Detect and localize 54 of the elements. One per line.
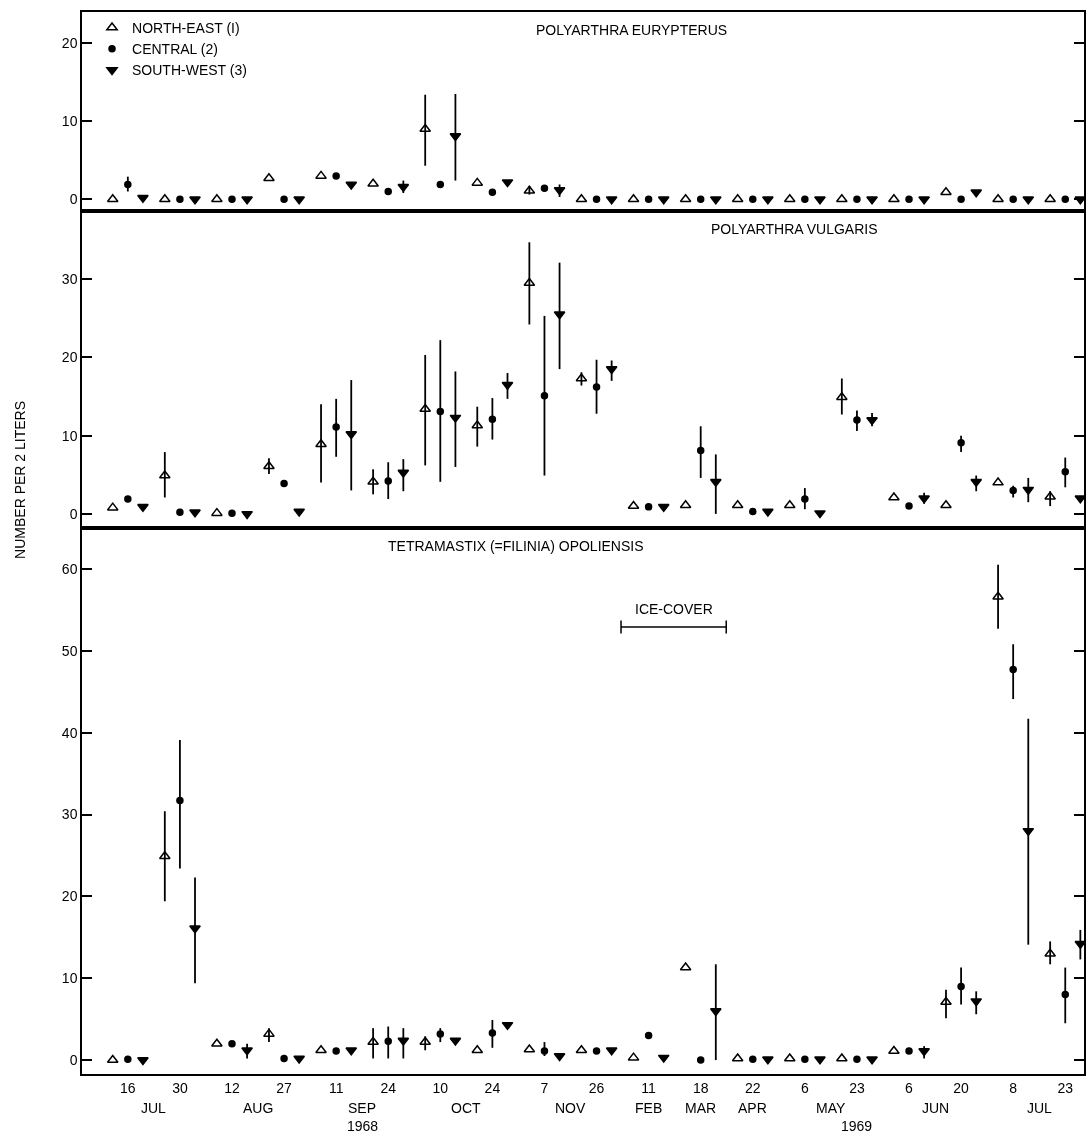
text: NOV: [555, 1100, 586, 1116]
x-tick-label: 6: [800, 1079, 809, 1096]
y-tick-label: 30: [61, 806, 78, 823]
y-tick-label: 10: [61, 427, 78, 444]
x-tick-label: 8: [1009, 1079, 1018, 1096]
text: OCT: [451, 1100, 481, 1116]
text: 1969: [841, 1118, 873, 1134]
text: MAR: [685, 1100, 717, 1116]
legend-label: SOUTH-WEST (3): [132, 62, 247, 79]
x-tick-label: 22: [744, 1079, 761, 1096]
text: FEB: [635, 1100, 663, 1116]
text: SEP: [348, 1100, 377, 1116]
y-tick-label: 60: [61, 560, 78, 577]
text: JUL: [141, 1100, 167, 1116]
x-tick-label: 20: [953, 1079, 970, 1096]
x-tick-label: 12: [224, 1079, 240, 1096]
y-tick-label: 10: [61, 970, 78, 987]
y-tick-label: 0: [69, 191, 78, 208]
y-tick-label: 50: [61, 642, 78, 659]
x-tick-label: 24: [484, 1079, 501, 1096]
x-tick-label: 27: [276, 1079, 293, 1096]
y-axis-title: NUMBER PER 2 LITERS: [11, 400, 28, 559]
y-tick-label: 20: [61, 349, 78, 366]
annotation: ICE-COVER: [635, 601, 713, 617]
x-tick-label: 26: [588, 1079, 605, 1096]
text: POLYARTHRA VULGARIS: [711, 221, 878, 237]
y-tick-label: 0: [69, 505, 78, 522]
y-tick-label: 20: [61, 888, 78, 905]
x-tick-label: 10: [432, 1079, 449, 1096]
x-tick-label: 18: [692, 1079, 709, 1096]
text: MAY: [816, 1100, 846, 1116]
text: 1968: [347, 1118, 379, 1134]
text: POLYARTHRA EURYPTERUS: [536, 22, 728, 38]
x-tick-label: 23: [1057, 1079, 1074, 1096]
text: TETRAMASTIX (=FILINIA) OPOLIENSIS: [388, 538, 644, 554]
y-tick-label: 30: [61, 271, 78, 287]
legend-label: NORTH-EAST (I): [132, 20, 240, 37]
x-tick-label: 30: [172, 1079, 188, 1096]
x-tick-label: 23: [849, 1079, 865, 1096]
text: AUG: [243, 1100, 274, 1116]
x-tick-label: 16: [120, 1079, 136, 1096]
x-tick-label: 6: [905, 1079, 914, 1096]
x-tick-label: 24: [380, 1079, 397, 1096]
legend-label: CENTRAL (2): [132, 41, 218, 58]
y-tick-label: 40: [61, 724, 78, 741]
text: JUL: [1027, 1100, 1053, 1116]
y-tick-label: 0: [69, 1051, 78, 1068]
x-tick-label: 11: [641, 1079, 657, 1096]
y-tick-label: 20: [61, 35, 78, 52]
x-tick-label: 11: [328, 1079, 344, 1096]
x-tick-label: 7: [540, 1079, 549, 1096]
text: APR: [738, 1100, 767, 1116]
text: JUN: [922, 1100, 950, 1116]
y-tick-label: 10: [61, 113, 78, 130]
